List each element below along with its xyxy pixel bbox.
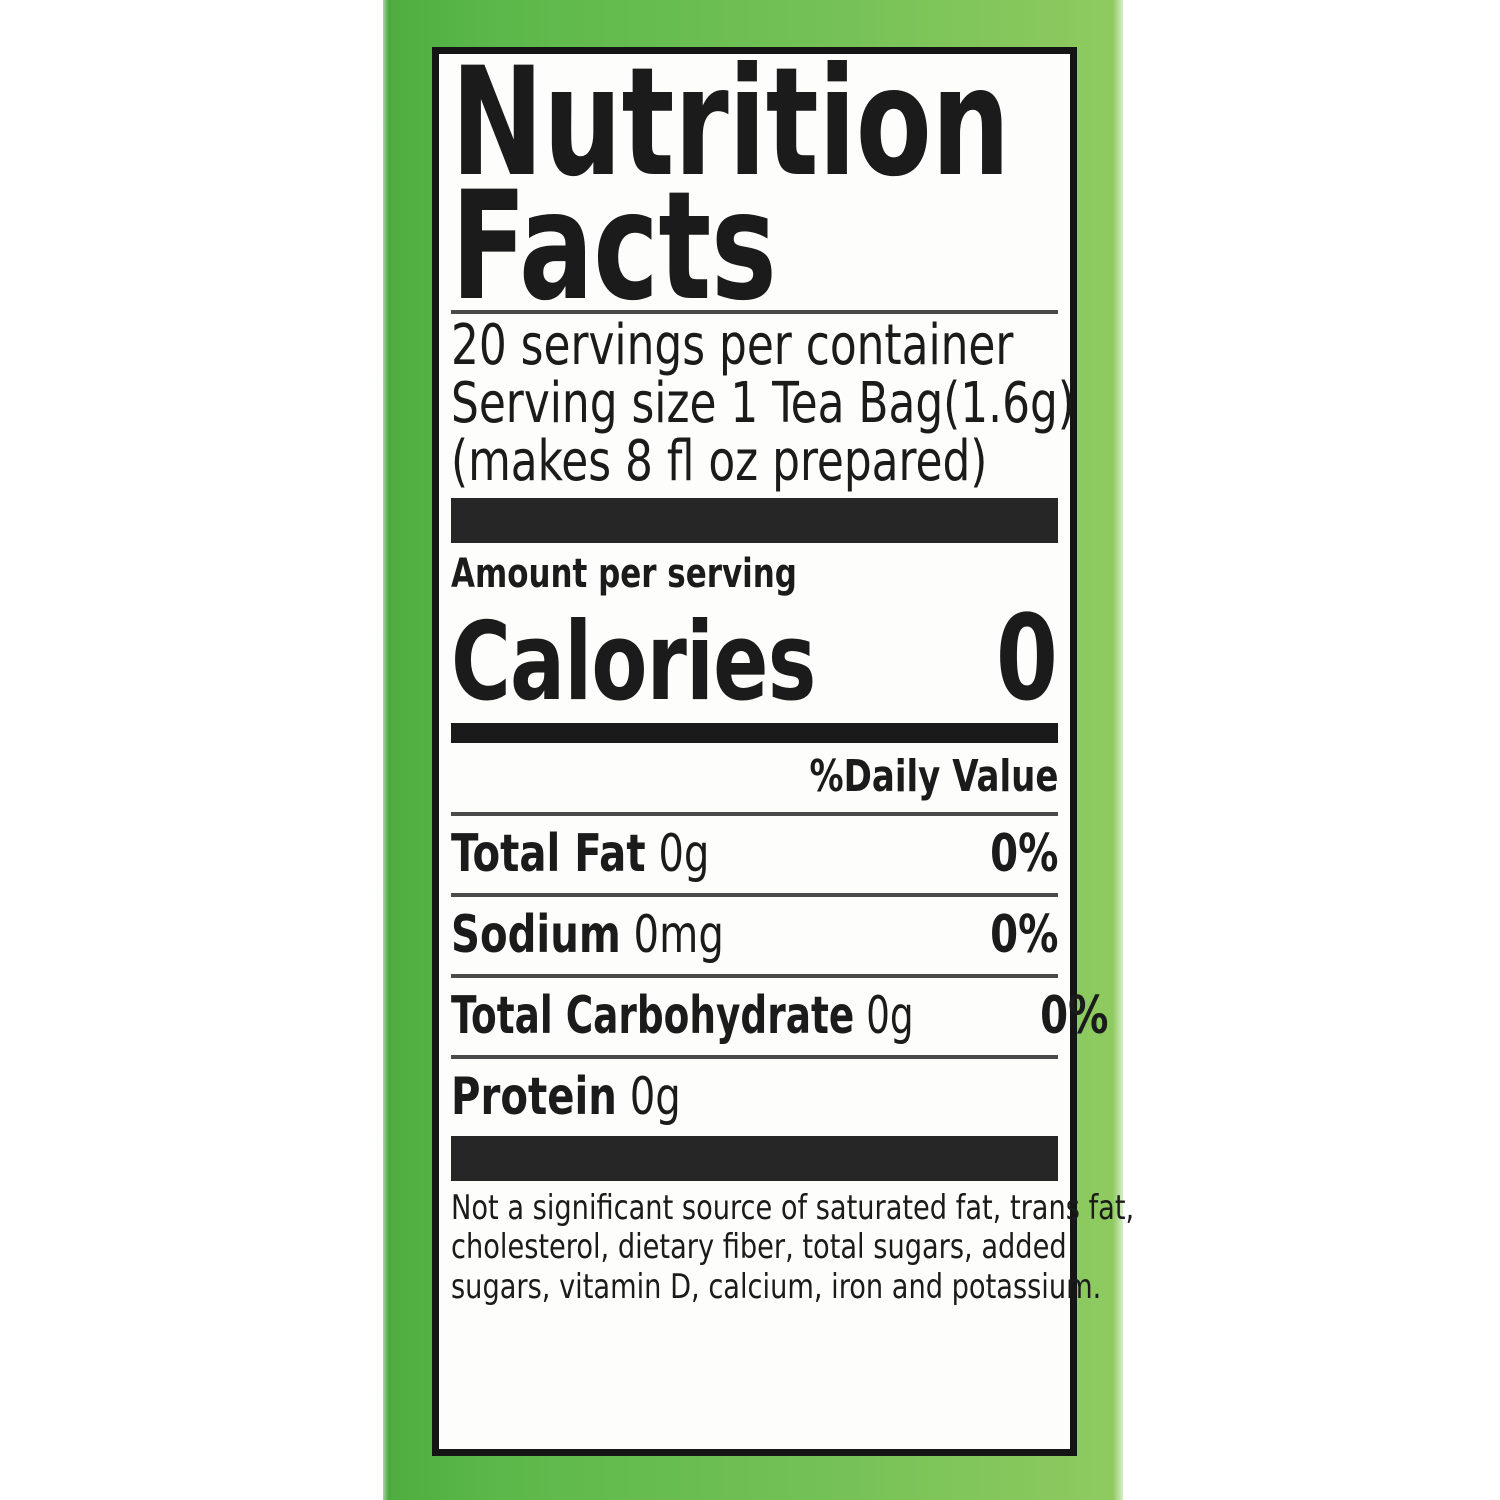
nutrient-left-total-carbohydrate: Total Carbohydrate 0g — [451, 986, 914, 1046]
nutrient-row-sodium: Sodium 0mg 0% — [451, 897, 1058, 974]
serving-size: Serving size 1 Tea Bag(1.6g) — [451, 371, 1075, 437]
nutrient-left-sodium: Sodium 0mg — [451, 905, 724, 965]
title-line-facts: Facts — [451, 160, 777, 334]
divider-above-total-fat — [451, 811, 1058, 816]
footnote-line-1: Not a significant source of saturated fa… — [451, 1187, 1135, 1228]
serving-info-block: 20 servings per container Serving size 1… — [451, 313, 1075, 498]
daily-value-header-text: %Daily Value — [809, 750, 1058, 802]
divider-above-footnote — [451, 1135, 1058, 1181]
nutrient-dv-total-carbohydrate: 0% — [1040, 985, 1109, 1046]
calories-row: Calories 0 — [451, 597, 1058, 723]
serving-prepared-note: (makes 8 fl oz prepared) — [451, 429, 988, 495]
nutrient-amount-sodium: 0mg — [633, 904, 724, 965]
footnote-line-3: sugars, vitamin D, calcium, iron and pot… — [451, 1267, 1102, 1308]
divider-above-protein — [451, 1054, 1058, 1059]
footnote-block: Not a significant source of saturated fa… — [451, 1181, 1135, 1308]
calories-label: Calories — [451, 599, 816, 725]
nutrient-dv-total-fat: 0% — [989, 823, 1058, 884]
title-line-nutrition: Nutrition — [451, 36, 1010, 210]
calories-value: 0 — [995, 588, 1058, 727]
divider-under-calories — [451, 722, 1058, 743]
divider-above-total-carbohydrate — [451, 973, 1058, 978]
nutrient-row-protein: Protein 0g — [451, 1059, 1058, 1136]
nutrition-facts-label: Nutrition Facts 20 servings per containe… — [432, 36, 1135, 1456]
nutrient-name-sodium: Sodium — [451, 904, 621, 965]
nutrient-left-protein: Protein 0g — [451, 1067, 681, 1127]
nutrient-amount-total-fat: 0g — [658, 823, 710, 884]
nutrient-dv-sodium: 0% — [989, 904, 1058, 965]
nutrient-name-total-carbohydrate: Total Carbohydrate — [451, 985, 855, 1046]
nutrient-row-total-fat: Total Fat 0g 0% — [451, 816, 1058, 893]
nutrient-amount-protein: 0g — [629, 1066, 681, 1127]
divider-above-sodium — [451, 892, 1058, 897]
servings-per-container: 20 servings per container — [451, 313, 1014, 378]
nutrient-amount-total-carbohydrate: 0g — [866, 985, 914, 1046]
divider-under-title — [451, 310, 1058, 314]
nutrient-name-protein: Protein — [451, 1066, 617, 1127]
nutrient-row-total-carbohydrate: Total Carbohydrate 0g 0% — [451, 978, 1109, 1055]
amount-per-serving-label: Amount per serving — [451, 550, 797, 597]
footnote-line-2: cholesterol, dietary fiber, total sugars… — [451, 1227, 1067, 1268]
nutrient-name-total-fat: Total Fat — [451, 823, 646, 884]
nutrient-left-total-fat: Total Fat 0g — [451, 824, 709, 884]
divider-above-amount-per-serving — [451, 497, 1058, 543]
label-title: Nutrition Facts — [451, 36, 1058, 334]
daily-value-header: %Daily Value — [451, 743, 1058, 812]
